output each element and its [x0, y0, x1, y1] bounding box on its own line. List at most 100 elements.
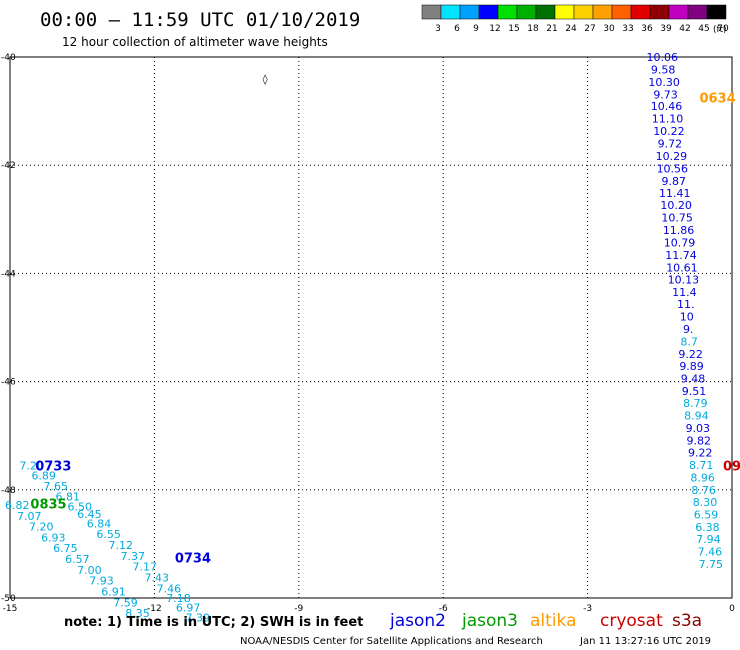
colorbar-tick-label: 33	[622, 24, 633, 34]
generated-timestamp: Jan 11 13:27:16 UTC 2019	[579, 636, 711, 647]
colorbar-swatch	[459, 4, 480, 20]
colorbar-tick-label: 70	[717, 24, 729, 34]
wave-height-label: 10.79	[664, 237, 696, 250]
plot-frame	[9, 56, 733, 599]
colorbar-tick-label: 27	[584, 24, 595, 34]
colorbar-swatch	[706, 4, 727, 20]
location-marker: ◊	[263, 74, 268, 86]
wave-height-label: 6.97	[176, 602, 201, 615]
wave-height-label: 7.93	[89, 575, 114, 588]
colorbar-swatch	[516, 4, 537, 20]
colorbar-swatch	[421, 4, 442, 20]
wave-height-label: 8.30	[693, 496, 718, 509]
wave-height-label: 9.73	[653, 88, 678, 101]
chart-subtitle: 12 hour collection of altimeter wave hei…	[62, 35, 328, 49]
wave-height-label: 10.75	[661, 212, 693, 225]
colorbar-tick-label: 39	[660, 24, 672, 34]
colorbar-tick-label: 45	[698, 24, 709, 34]
colorbar-swatch	[611, 4, 632, 20]
wave-height-label: 11.86	[663, 224, 695, 237]
x-tick-label: -6	[439, 604, 448, 614]
wave-height-label: 7.17	[133, 561, 158, 574]
wave-height-label: 10.29	[656, 150, 688, 163]
track-labels: 0634 0733 0835 0734 09	[30, 92, 740, 567]
x-tick-label: -3	[583, 604, 592, 614]
wave-height-label: 10.46	[651, 100, 683, 113]
y-tick-label: -50	[1, 594, 16, 604]
colorbar-tick-label: 9	[473, 24, 479, 34]
wave-height-label: 10.22	[653, 125, 685, 138]
legend-jason3: jason3	[461, 611, 518, 631]
colorbar-swatch	[649, 4, 670, 20]
wave-height-label: 8.94	[684, 410, 709, 423]
wave-height-label: 6.45	[77, 508, 102, 521]
y-tick-label: -48	[1, 486, 16, 496]
x-tick-label: 0	[729, 604, 735, 614]
colorbar-tick-label: 12	[489, 24, 500, 34]
colorbar-swatch	[440, 4, 461, 20]
note-text: note: 1) Time is in UTC; 2) SWH is in fe…	[64, 615, 363, 630]
wave-height-label: 8.76	[691, 484, 716, 497]
wave-height-label: 10.30	[648, 76, 680, 89]
wave-height-label: 7.00	[77, 564, 102, 577]
wave-height-label: 6.81	[56, 490, 81, 503]
wave-height-label: 11.4	[672, 286, 697, 299]
colorbar-tick-label: 6	[454, 24, 460, 34]
y-tick-label: -40	[1, 53, 16, 63]
wave-height-label: 6.38	[695, 521, 720, 534]
wave-height-label: 11.74	[665, 249, 697, 262]
y-tick-label: -46	[1, 378, 16, 388]
grid-lines	[10, 57, 732, 598]
wave-height-label: 6.89	[31, 470, 56, 483]
wave-height-label: 9.87	[662, 175, 687, 188]
wave-height-label: 7.94	[696, 533, 721, 546]
x-tick-label: -12	[147, 604, 162, 614]
legend-altika: altika	[530, 611, 577, 631]
wave-height-label: 6.59	[694, 509, 719, 522]
wave-height-label: 8.96	[690, 471, 715, 484]
x-tick-label: -15	[3, 604, 18, 614]
wave-height-label: 7.20	[19, 459, 44, 472]
wave-height-label: 11.	[677, 298, 695, 311]
colorbar-swatch	[554, 4, 575, 20]
colorbar-tick-label: 3	[435, 24, 441, 34]
wave-height-label: 6.50	[68, 501, 93, 514]
wave-height-label: 8.7	[680, 336, 698, 349]
colorbar-tick-label: 42	[679, 24, 690, 34]
y-tick-label: -44	[1, 269, 16, 279]
wave-height-label: 9.82	[687, 435, 712, 448]
colorbar-swatch	[535, 4, 556, 20]
colorbar-tick-label: 21	[546, 24, 557, 34]
wave-height-label: 6.55	[96, 528, 121, 541]
y-tick-label: -42	[1, 161, 16, 171]
wave-height-label: 7.12	[108, 539, 133, 552]
wave-height-label: 7.39	[185, 611, 210, 624]
plot-area: -15 -12 -9 -6 -3 0-40-42-44-46-48-50 10.069.5…	[1, 51, 740, 624]
wave-height-label: 7.65	[43, 480, 68, 493]
wave-height-label: 6.93	[41, 531, 66, 544]
wave-height-label: 11.10	[652, 113, 684, 126]
wave-height-label: 9.22	[688, 446, 713, 459]
wave-height-label: 7.75	[699, 558, 724, 571]
wave-height-label: 9.89	[679, 360, 704, 373]
wave-height-label: 9.03	[686, 422, 711, 435]
wave-height-label: 9.72	[658, 138, 683, 151]
wave-height-label: 7.43	[145, 571, 170, 584]
wave-height-label: 6.75	[53, 542, 78, 555]
legend-s3a: s3a	[672, 611, 702, 631]
colorbar-swatch	[497, 4, 518, 20]
colorbar-swatch	[478, 4, 499, 20]
wave-height-label: 6.84	[87, 517, 112, 530]
wave-height-label: 7.46	[157, 582, 182, 595]
credit-text: NOAA/NESDIS Center for Satellite Applica…	[240, 636, 543, 647]
colorbar-tick-label: 30	[603, 24, 615, 34]
wave-height-label: 10.56	[657, 162, 689, 175]
wave-height-label: 7.37	[120, 550, 145, 563]
wave-height-label: 11.41	[659, 187, 691, 200]
wave-height-label: 10.13	[668, 273, 700, 286]
wave-height-label: 10.61	[666, 261, 698, 274]
track-time-label: 0733	[35, 459, 71, 474]
colorbar-tick-label: 24	[565, 24, 577, 34]
wave-height-label: 10.06	[646, 51, 678, 64]
